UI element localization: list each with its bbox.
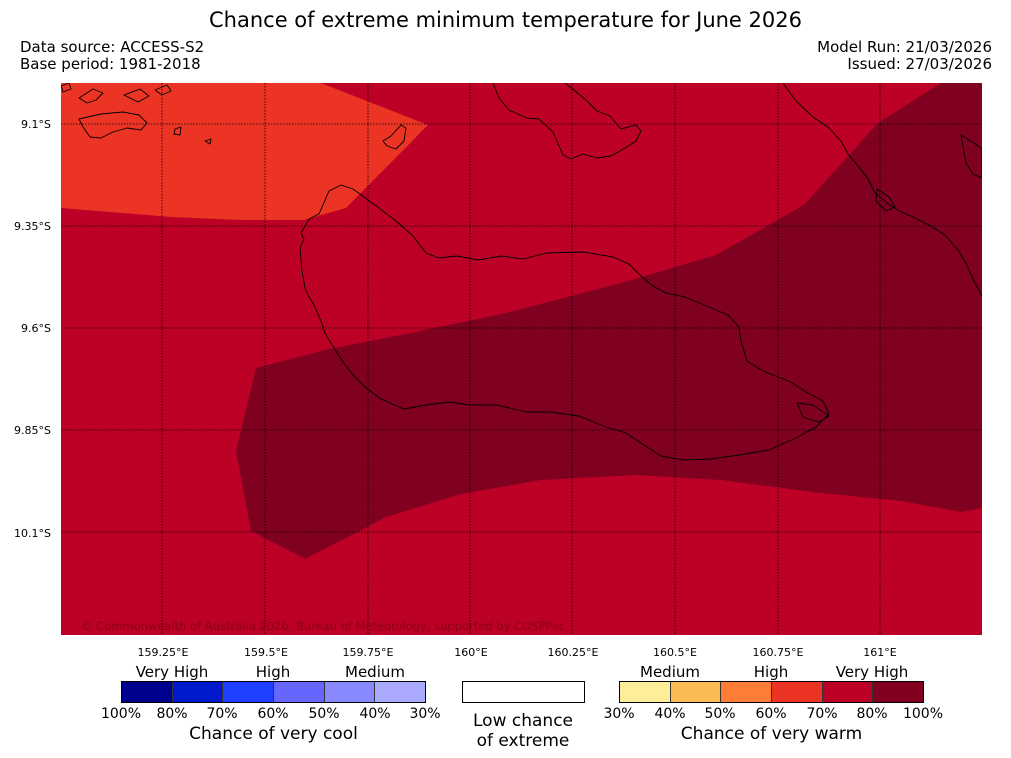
warm-swatch: [620, 682, 671, 702]
map-region-60-70: [61, 83, 428, 220]
warm-scale-title: Chance of very warm: [680, 724, 863, 744]
low-chance-line1: Low chance: [473, 711, 573, 731]
lon-label: 161°E: [863, 646, 897, 659]
cool-color-bar: [121, 681, 426, 703]
cool-percent-label: 80%: [156, 706, 188, 722]
cool-category-label: High: [255, 663, 291, 681]
cool-category-label: Medium: [345, 663, 405, 681]
lat-label: 9.6°S: [21, 322, 51, 335]
warm-percent-label: 40%: [654, 706, 686, 722]
warm-percent-label: 80%: [856, 706, 888, 722]
cool-category-label: Very High: [135, 663, 209, 681]
model-run: Model Run: 21/03/2026: [817, 38, 992, 56]
low-chance-label: Low chance of extreme: [443, 711, 603, 751]
warm-percent-label: 30%: [603, 706, 635, 722]
graticule: [61, 83, 982, 635]
lon-label: 159.5°E: [244, 646, 288, 659]
map-title: Chance of extreme minimum temperature fo…: [209, 8, 802, 32]
lon-label: 160.5°E: [653, 646, 697, 659]
lon-label: 160°E: [454, 646, 488, 659]
warm-percent-label: 100%: [902, 706, 944, 722]
copyright-notice: © Commonwealth of Australia 2026, Bureau…: [81, 619, 565, 633]
lat-label: 9.35°S: [14, 220, 51, 233]
warm-percent-label: 60%: [755, 706, 787, 722]
lat-label: 9.1°S: [21, 118, 51, 131]
lat-label: 10.1°S: [14, 527, 51, 540]
source-info: Data source: ACCESS-S2 Base period: 1981…: [20, 39, 204, 73]
warm-percent-label: 70%: [806, 706, 838, 722]
run-info: Model Run: 21/03/2026 Issued: 27/03/2026: [817, 39, 992, 73]
warm-category-label: Medium: [640, 663, 700, 681]
warm-category-label: Very High: [835, 663, 909, 681]
cool-scale-title: Chance of very cool: [189, 724, 358, 744]
cool-swatch: [223, 682, 275, 702]
lon-label: 160.75°E: [752, 646, 804, 659]
low-chance-swatch: [462, 681, 585, 703]
warm-color-bar: [619, 681, 924, 703]
warm-percent-label: 50%: [704, 706, 736, 722]
cool-percent-label: 50%: [308, 706, 340, 722]
issued-date: Issued: 27/03/2026: [847, 55, 992, 73]
cool-swatch: [122, 682, 173, 702]
cool-percent-label: 60%: [257, 706, 289, 722]
warm-swatch: [670, 682, 722, 702]
warm-category-label: High: [753, 663, 789, 681]
lon-label: 160.25°E: [547, 646, 599, 659]
coastline: [61, 83, 982, 461]
base-period: Base period: 1981-2018: [20, 55, 201, 73]
cool-swatch: [274, 682, 325, 702]
warm-swatch: [873, 682, 924, 702]
lon-label: 159.75°E: [342, 646, 394, 659]
cool-swatch: [172, 682, 224, 702]
cool-percent-label: 30%: [409, 706, 441, 722]
warm-swatch: [822, 682, 874, 702]
cool-swatch: [324, 682, 376, 702]
cool-percent-label: 100%: [100, 706, 142, 722]
data-source: Data source: ACCESS-S2: [20, 38, 205, 56]
cool-swatch: [375, 682, 426, 702]
low-chance-line2: of extreme: [476, 731, 570, 751]
map-region-80-100: [236, 83, 982, 559]
lat-label: 9.85°S: [14, 424, 51, 437]
lon-label: 159.25°E: [137, 646, 189, 659]
warm-swatch: [772, 682, 823, 702]
cool-percent-label: 40%: [359, 706, 391, 722]
forecast-map[interactable]: © Commonwealth of Australia 2026, Bureau…: [61, 83, 982, 635]
warm-swatch: [721, 682, 773, 702]
cool-percent-label: 70%: [206, 706, 238, 722]
